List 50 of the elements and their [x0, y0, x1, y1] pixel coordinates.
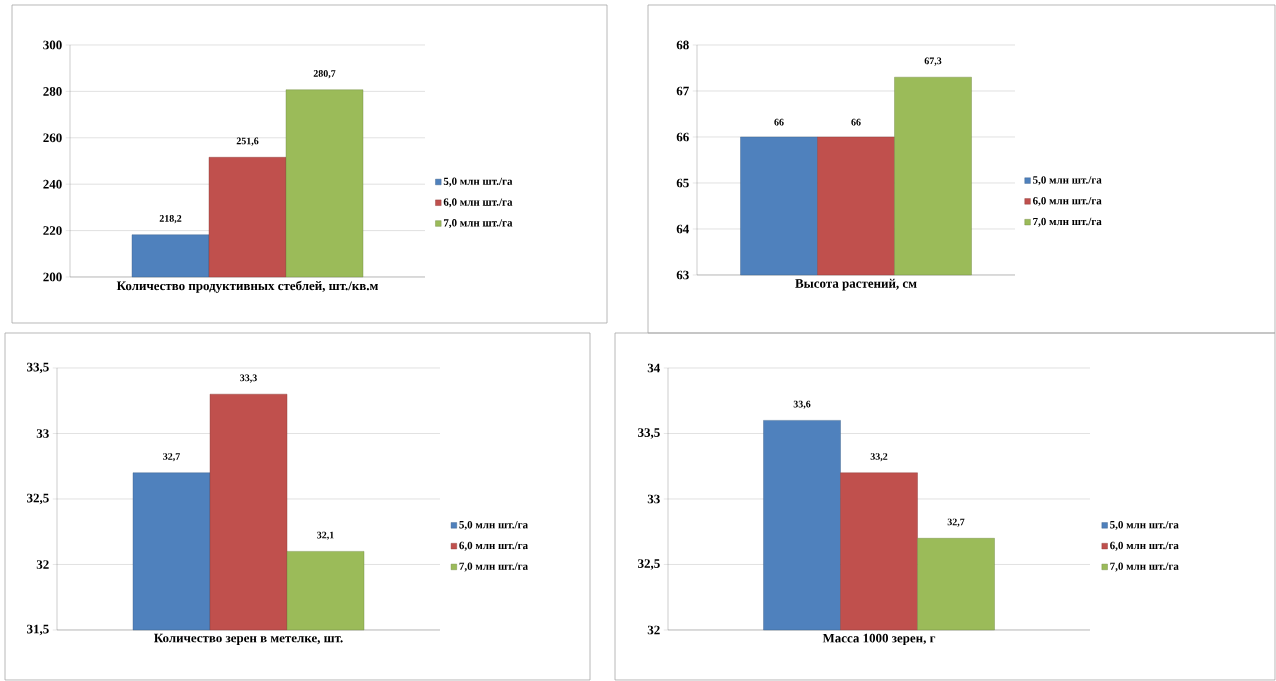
legend-label: 7,0 млн шт./га: [1033, 217, 1102, 227]
x-axis-title: Высота растений, см: [795, 278, 917, 291]
legend-label: 6,0 млн шт./га: [443, 198, 513, 208]
y-tick-label: 66: [676, 132, 689, 142]
y-tick-label: 63: [676, 270, 689, 280]
y-tick-label: 33: [647, 494, 660, 504]
data-label: 67,3: [924, 57, 942, 66]
data-label: 32,7: [163, 453, 180, 462]
data-label: 32,1: [317, 531, 334, 540]
y-tick-label: 68: [676, 40, 689, 50]
y-tick-label: 200: [43, 272, 62, 282]
x-axis-title: Количество зерен в метелке, шт.: [154, 633, 343, 645]
y-tick-label: 31,5: [27, 624, 49, 636]
y-tick-label: 32,5: [27, 493, 49, 505]
y-tick-label: 33: [36, 429, 49, 438]
legend-label: 5,0 млн шт./га: [459, 520, 528, 530]
data-label: 33,3: [240, 374, 257, 383]
data-label: 280,7: [313, 70, 336, 79]
y-tick-label: 300: [43, 40, 62, 50]
y-tick-label: 280: [43, 87, 62, 96]
y-tick-label: 240: [43, 179, 62, 189]
y-tick-label: 64: [676, 224, 689, 234]
y-tick-label: 32: [647, 625, 660, 635]
y-tick-label: 220: [43, 226, 62, 235]
y-tick-label: 65: [676, 178, 689, 188]
data-label: 66: [774, 118, 784, 126]
legend-label: 5,0 млн шт./га: [443, 177, 513, 187]
legend-label: 6,0 млн шт./га: [459, 541, 528, 551]
x-axis-title: Количество продуктивных стеблей, шт./кв.м: [116, 280, 378, 293]
legend-label: 5,0 млн шт./га: [1110, 520, 1179, 530]
y-tick-label: 67: [676, 86, 689, 96]
y-tick-label: 32,5: [638, 559, 660, 570]
legend-label: 7,0 млн шт./га: [443, 219, 513, 229]
data-label: 33,2: [870, 453, 888, 462]
legend-label: 7,0 млн шт./га: [459, 562, 528, 572]
y-tick-label: 260: [43, 133, 62, 143]
y-tick-label: 34: [647, 363, 660, 373]
y-tick-label: 33,5: [27, 362, 49, 374]
y-tick-label: 32: [36, 560, 49, 569]
legend-label: 7,0 млн шт./га: [1110, 562, 1179, 572]
x-axis-title: Масса 1000 зерен, г: [822, 633, 936, 646]
data-label: 32,7: [947, 518, 965, 527]
legend-label: 5,0 млн шт./га: [1033, 176, 1102, 186]
y-tick-label: 33,5: [638, 428, 660, 439]
legend-label: 6,0 млн шт./га: [1033, 197, 1102, 206]
data-label: 33,6: [793, 400, 811, 409]
data-label: 251,6: [236, 137, 259, 146]
data-label: 66: [851, 118, 861, 126]
legend-label: 6,0 млн шт./га: [1110, 541, 1179, 551]
data-label: 218,2: [159, 215, 182, 224]
